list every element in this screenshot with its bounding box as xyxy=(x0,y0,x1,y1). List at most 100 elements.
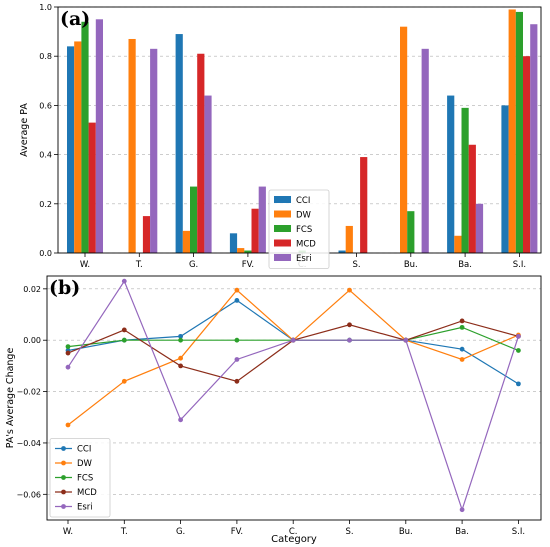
bar xyxy=(237,248,245,253)
x-axis-label: Category xyxy=(271,534,317,545)
bar xyxy=(190,186,198,253)
data-point xyxy=(178,417,184,423)
y-tick-label: 0.8 xyxy=(39,52,52,61)
bar xyxy=(175,34,183,254)
data-point xyxy=(234,298,240,303)
legend-label: FCS xyxy=(77,474,93,484)
y-grid xyxy=(47,288,541,495)
data-point xyxy=(290,337,296,343)
legend-box xyxy=(268,189,330,269)
data-point xyxy=(234,287,240,293)
data-point xyxy=(234,337,240,343)
x-tick-label: FV. xyxy=(242,260,254,270)
bar xyxy=(523,56,531,254)
data-point xyxy=(347,337,352,343)
x-tick-label: S. xyxy=(352,260,360,270)
y-axis-label: Average PA xyxy=(19,103,30,157)
legend-marker xyxy=(61,489,66,495)
bar xyxy=(67,46,75,253)
data-point xyxy=(178,355,184,361)
x-tick-label: Bu. xyxy=(399,527,413,537)
legend-item: CCI xyxy=(274,196,310,206)
series-cci xyxy=(67,34,509,254)
data-point xyxy=(121,327,127,333)
data-point xyxy=(459,324,465,330)
x-tick-label: G. xyxy=(189,260,198,270)
panel-b: 0.02 0.00 −0.02 −0.04 −0.06 W. T. G. FV. C. S. Bu. B… xyxy=(5,275,542,545)
legend-label: FCS xyxy=(296,225,312,235)
y-tick-label: 0.00 xyxy=(23,336,41,345)
legend-marker xyxy=(61,475,66,480)
x-tick-label: W. xyxy=(63,527,73,537)
x-tick-label: S.I. xyxy=(513,260,526,270)
legend-label: Esri xyxy=(77,503,93,513)
panel-label: (a) xyxy=(60,8,90,30)
x-tick-label: S.I. xyxy=(512,527,525,537)
bar xyxy=(128,38,136,254)
bar xyxy=(530,24,538,253)
x-tick-label: Ba. xyxy=(458,260,472,270)
y-tick-label: 0.02 xyxy=(23,285,41,294)
x-tick-label: FV. xyxy=(231,527,243,537)
bar xyxy=(81,21,89,254)
legend-label: CCI xyxy=(77,445,91,455)
legend-item: Esri xyxy=(274,254,312,264)
bar xyxy=(74,41,82,253)
bar xyxy=(360,157,368,253)
y-tick-label: 0.2 xyxy=(39,200,52,209)
x-tick-label: Ba. xyxy=(455,527,469,537)
data-point xyxy=(121,337,127,343)
data-point xyxy=(65,350,71,356)
bar xyxy=(204,95,212,253)
bar xyxy=(475,203,484,253)
series-dw xyxy=(65,287,521,428)
panel-label-text: (a) xyxy=(60,8,90,30)
data-point xyxy=(178,333,184,339)
series-mcd xyxy=(88,53,531,254)
data-point xyxy=(347,322,352,328)
data-point xyxy=(516,333,521,339)
data-point xyxy=(65,344,71,350)
y-tick-label: 1.0 xyxy=(39,3,52,12)
legend-swatch xyxy=(274,196,291,203)
legend-item: FCS xyxy=(274,225,312,235)
legend: CCI DW FCS MCD Esri xyxy=(49,438,111,518)
y-tick-label: 0.4 xyxy=(39,151,52,160)
data-point xyxy=(65,422,71,428)
data-point xyxy=(178,337,184,343)
legend-item: FCS xyxy=(55,474,93,484)
legend: CCI DW FCS MCD Esri xyxy=(268,189,330,269)
legend-item: MCD xyxy=(274,239,316,250)
bar xyxy=(447,95,455,253)
legend-swatch xyxy=(274,210,291,218)
data-point xyxy=(459,357,465,362)
legend-box xyxy=(49,438,111,518)
bar xyxy=(251,208,259,253)
series-esri xyxy=(65,278,521,513)
y-tick-label: −0.04 xyxy=(16,439,41,448)
x-tick-label: S. xyxy=(345,527,353,537)
bar xyxy=(407,211,415,253)
y-tick-label: −0.06 xyxy=(16,490,41,499)
legend-item: MCD xyxy=(55,488,97,498)
data-point xyxy=(347,287,352,293)
data-point xyxy=(516,348,521,353)
series-line xyxy=(67,279,519,512)
bar xyxy=(454,235,462,253)
bar xyxy=(468,144,476,253)
bar xyxy=(88,122,96,254)
bar xyxy=(258,186,266,253)
y-tick-label: −0.02 xyxy=(16,388,41,397)
bar xyxy=(400,26,408,254)
data-point xyxy=(459,507,465,513)
legend-item: CCI xyxy=(55,445,91,455)
legend-swatch xyxy=(274,254,291,261)
panel-label-text: (b) xyxy=(49,277,80,299)
legend-label: MCD xyxy=(77,488,97,498)
bar xyxy=(244,250,252,253)
bar xyxy=(515,11,523,254)
series-esri xyxy=(95,19,538,253)
series-mcd xyxy=(65,318,521,384)
bar xyxy=(508,9,516,253)
bar xyxy=(501,105,509,254)
